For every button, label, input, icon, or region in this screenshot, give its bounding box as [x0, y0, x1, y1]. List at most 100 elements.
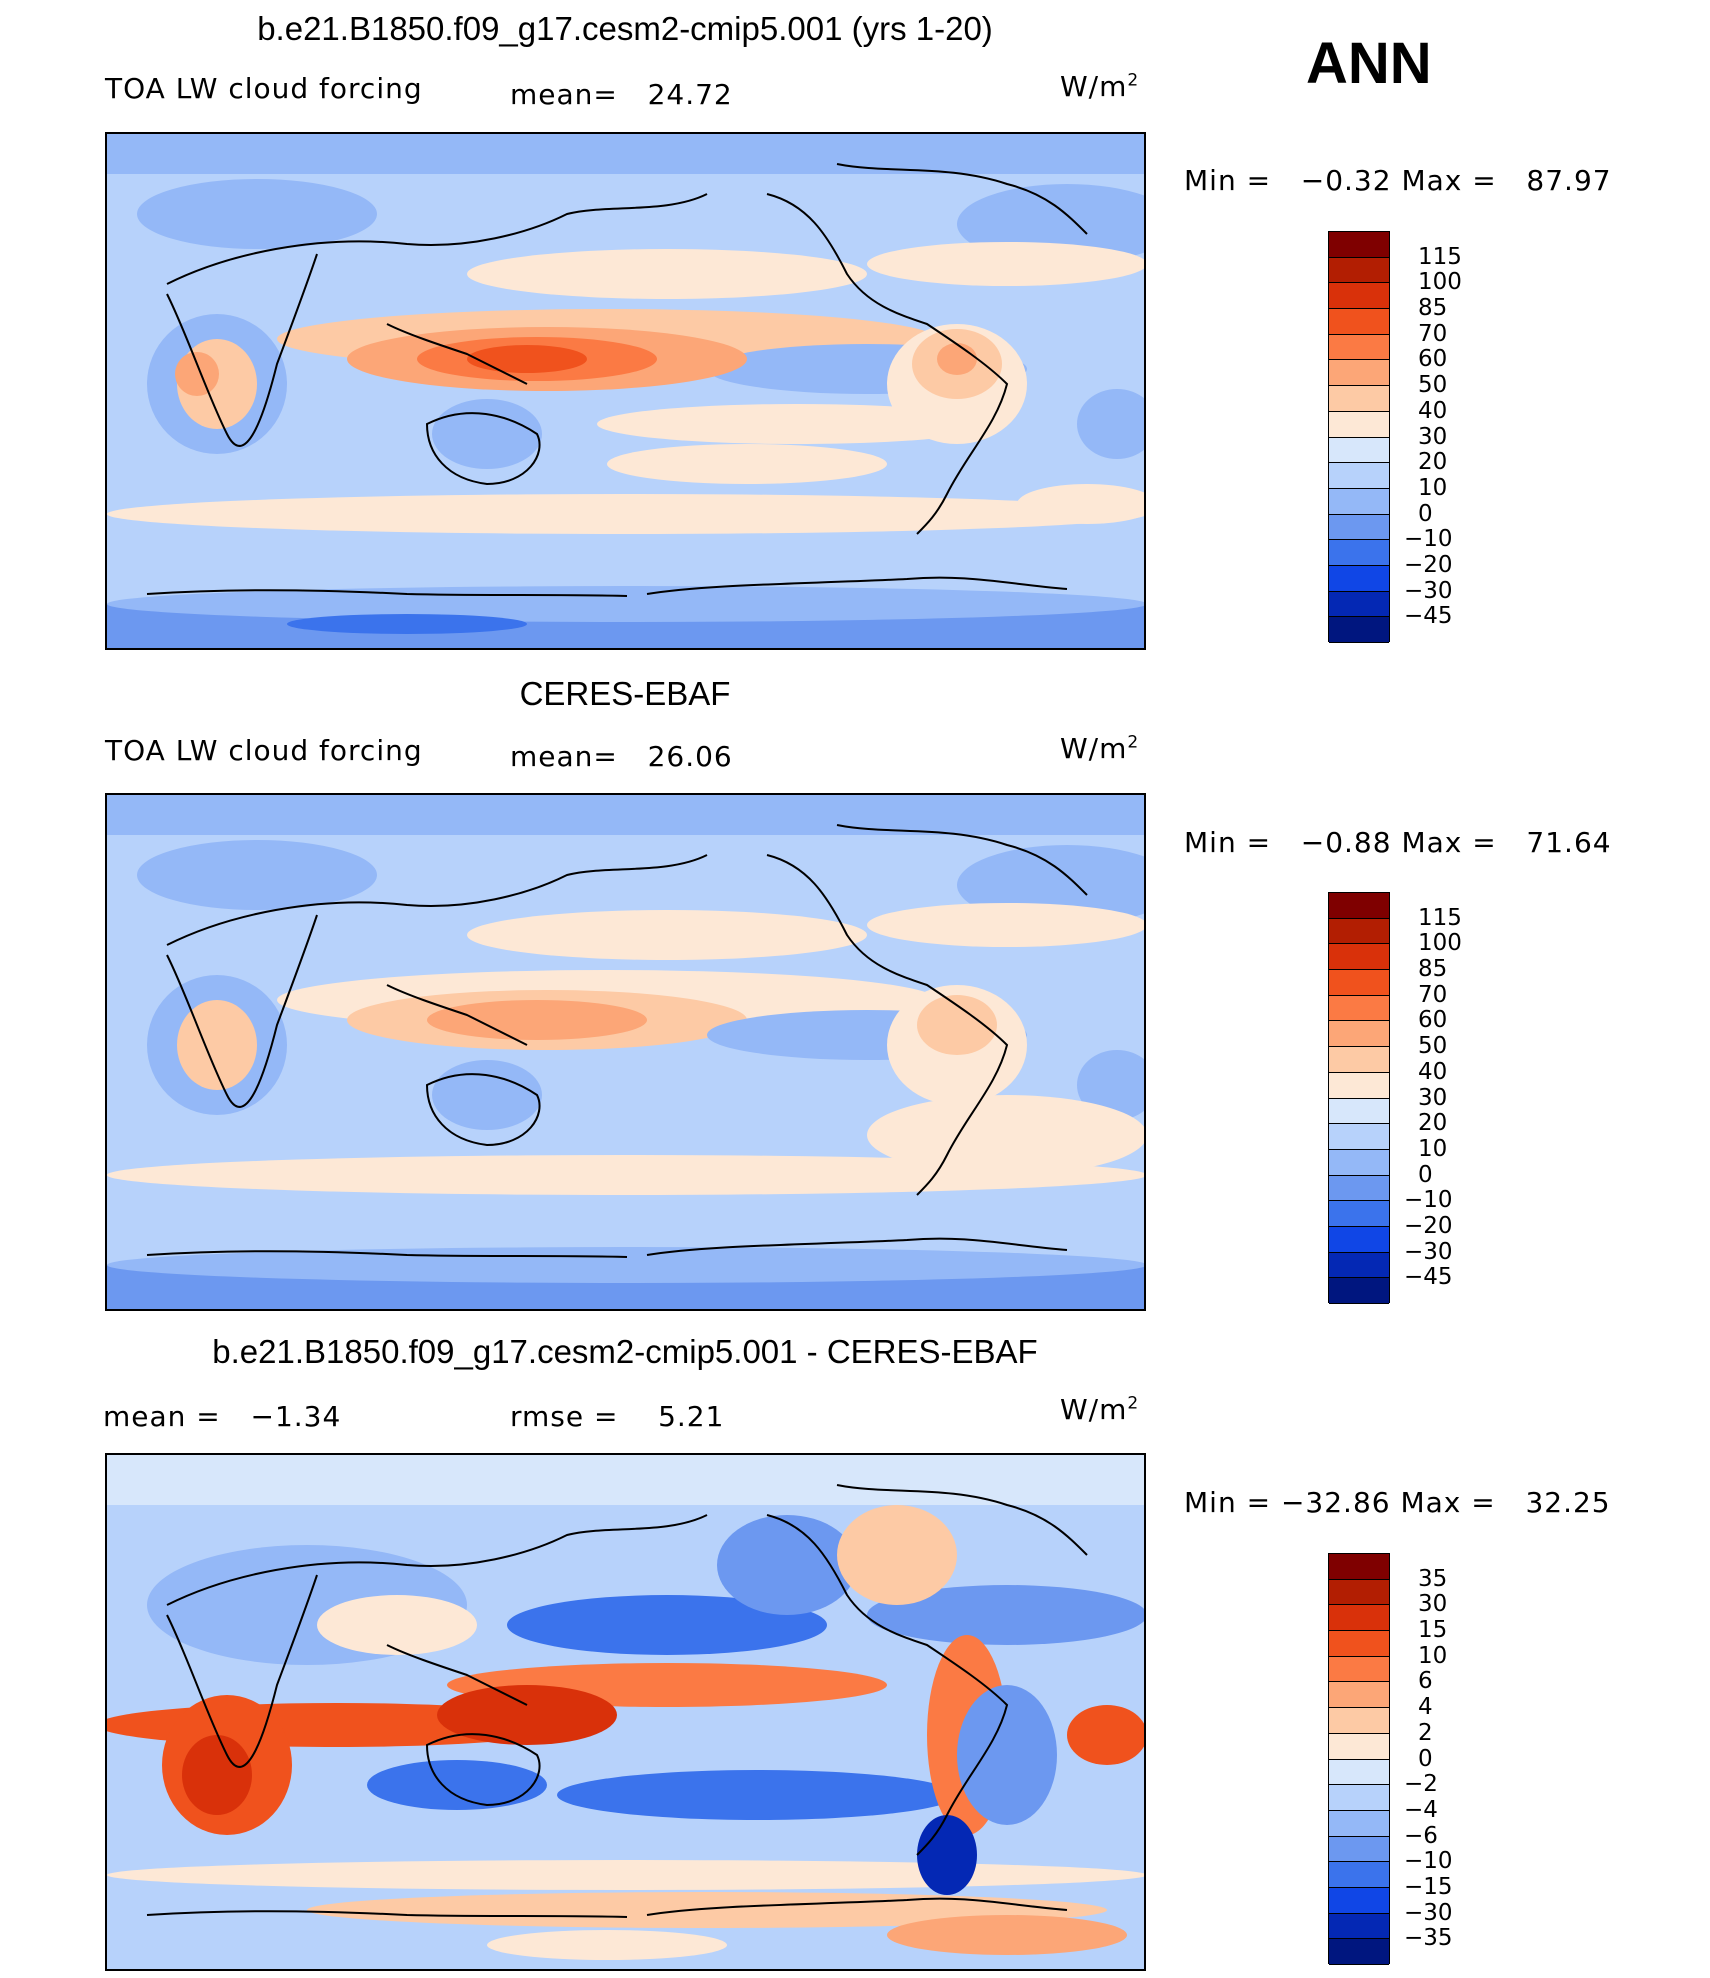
- colorbar-segment: [1329, 1278, 1389, 1304]
- colorbar-segment: [1329, 386, 1389, 412]
- colorbar-tick-label: 15: [1418, 1617, 1448, 1644]
- colorbar-tick-label: −20: [1404, 551, 1453, 578]
- colorbar-tick-label: 0: [1418, 1161, 1433, 1188]
- colorbar-tick-label: −10: [1404, 1848, 1453, 1875]
- panel-3-units: W/m2: [1060, 1393, 1140, 1426]
- colorbar-segment: [1329, 591, 1389, 618]
- colorbar-segment: [1329, 463, 1389, 489]
- colorbar-segment: [1329, 1021, 1389, 1048]
- colorbar-tick-label: 10: [1418, 474, 1448, 501]
- colorbar-tick-label: 100: [1418, 930, 1462, 957]
- colorbar-tick-label: 10: [1418, 1135, 1448, 1162]
- colorbar-tick-label: −10: [1404, 1187, 1453, 1214]
- colorbar-tick-label: 115: [1418, 904, 1462, 931]
- colorbar-tick-label: −45: [1404, 1264, 1453, 1291]
- panel-3-min-max: Min = −32.86 Max = 32.25: [1184, 1486, 1611, 1519]
- colorbar-tick-label: 0: [1418, 500, 1433, 527]
- colorbar-segment: [1329, 1836, 1389, 1863]
- colorbar-segment: [1329, 1252, 1389, 1279]
- colorbar-segment: [1329, 1149, 1389, 1176]
- colorbar-segment: [1329, 232, 1389, 258]
- colorbar-tick-label: −6: [1404, 1822, 1438, 1849]
- colorbar-tick-label: 4: [1418, 1694, 1433, 1721]
- colorbar-segment: [1329, 309, 1389, 335]
- colorbar-segment: [1329, 437, 1389, 464]
- colorbar-segment: [1329, 411, 1389, 438]
- colorbar-tick-label: 40: [1418, 1058, 1448, 1085]
- colorbar-segment: [1329, 893, 1389, 919]
- colorbar-segment: [1329, 1682, 1389, 1709]
- colorbar-segment: [1329, 360, 1389, 387]
- panel-1-max-value: 87.97: [1526, 164, 1612, 197]
- panel-1-title: b.e21.B1850.f09_g17.cesm2-cmip5.001 (yrs…: [257, 10, 993, 47]
- colorbar-segment: [1329, 1785, 1389, 1811]
- colorbar-segment: [1329, 1939, 1389, 1965]
- panel-3-max-value: 32.25: [1525, 1486, 1611, 1519]
- colorbar-tick-label: 20: [1418, 449, 1448, 476]
- panel-1-mean-value: 24.72: [647, 78, 733, 111]
- colorbar-tick-label: 85: [1418, 956, 1448, 983]
- colorbar-segment: [1329, 970, 1389, 996]
- colorbar-segment: [1329, 1708, 1389, 1734]
- colorbar-segment: [1329, 1124, 1389, 1150]
- colorbar-segment: [1329, 1810, 1389, 1837]
- colorbar-segment: [1329, 1605, 1389, 1632]
- colorbar-tick-label: −2: [1404, 1771, 1438, 1798]
- colorbar-tick-label: 70: [1418, 320, 1448, 347]
- panel-1-map: [105, 132, 1146, 650]
- colorbar-segment: [1329, 488, 1389, 515]
- colorbar-tick-label: −45: [1404, 603, 1453, 630]
- panel-2-units: W/m2: [1060, 732, 1140, 765]
- colorbar-tick-label: 2: [1418, 1719, 1433, 1746]
- colorbar-segment: [1329, 1887, 1389, 1914]
- colorbar-tick-label: 100: [1418, 269, 1462, 296]
- panel-2-mean-label: mean= 26.06: [510, 740, 733, 773]
- colorbar-segment: [1329, 540, 1389, 566]
- colorbar-segment: [1329, 1733, 1389, 1760]
- colorbar-tick-label: 30: [1418, 1591, 1448, 1618]
- panel-2-colorbar: [1328, 892, 1390, 1304]
- panel-2-variable-label: TOA LW cloud forcing: [105, 734, 423, 767]
- panel-3-mean-label: mean = −1.34: [103, 1400, 342, 1433]
- colorbar-segment: [1329, 1554, 1389, 1580]
- colorbar-segment: [1329, 1862, 1389, 1888]
- season-label: ANN: [1306, 31, 1432, 96]
- colorbar-tick-label: 70: [1418, 981, 1448, 1008]
- colorbar-tick-label: 35: [1418, 1565, 1448, 1592]
- colorbar-tick-label: 20: [1418, 1110, 1448, 1137]
- panel-3-rmse-value: 5.21: [658, 1400, 725, 1433]
- colorbar-tick-label: 50: [1418, 1033, 1448, 1060]
- panel-2-title: CERES-EBAF: [519, 675, 731, 712]
- colorbar-tick-label: 30: [1418, 1084, 1448, 1111]
- panel-1-variable-label: TOA LW cloud forcing: [105, 72, 423, 105]
- panel-3-colorbar: [1328, 1553, 1390, 1965]
- colorbar-tick-label: 30: [1418, 423, 1448, 450]
- colorbar-segment: [1329, 918, 1389, 945]
- colorbar-tick-label: 50: [1418, 372, 1448, 399]
- panel-3-map: [105, 1453, 1146, 1971]
- colorbar-segment: [1329, 257, 1389, 284]
- colorbar-tick-label: 115: [1418, 243, 1462, 270]
- colorbar-tick-label: 10: [1418, 1642, 1448, 1669]
- panel-1-min-max: Min = −0.32 Max = 87.97: [1184, 164, 1612, 197]
- colorbar-segment: [1329, 1072, 1389, 1099]
- colorbar-tick-label: −30: [1404, 1899, 1453, 1926]
- colorbar-segment: [1329, 1656, 1389, 1683]
- panel-3-rmse-label: rmse = 5.21: [510, 1400, 725, 1433]
- colorbar-segment: [1329, 514, 1389, 541]
- colorbar-segment: [1329, 565, 1389, 592]
- colorbar-tick-label: −20: [1404, 1212, 1453, 1239]
- colorbar-segment: [1329, 995, 1389, 1022]
- colorbar-tick-label: −30: [1404, 1238, 1453, 1265]
- panel-1-mean-label: mean= 24.72: [510, 78, 733, 111]
- panel-2-max-value: 71.64: [1526, 826, 1612, 859]
- colorbar-segment: [1329, 944, 1389, 971]
- colorbar-segment: [1329, 1759, 1389, 1786]
- panel-2-min-max: Min = −0.88 Max = 71.64: [1184, 826, 1612, 859]
- colorbar-segment: [1329, 1913, 1389, 1940]
- panel-3-min-value: −32.86: [1280, 1486, 1391, 1519]
- colorbar-tick-label: 6: [1418, 1668, 1433, 1695]
- colorbar-segment: [1329, 1201, 1389, 1227]
- panel-3-title: b.e21.B1850.f09_g17.cesm2-cmip5.001 - CE…: [212, 1333, 1038, 1370]
- colorbar-segment: [1329, 1098, 1389, 1125]
